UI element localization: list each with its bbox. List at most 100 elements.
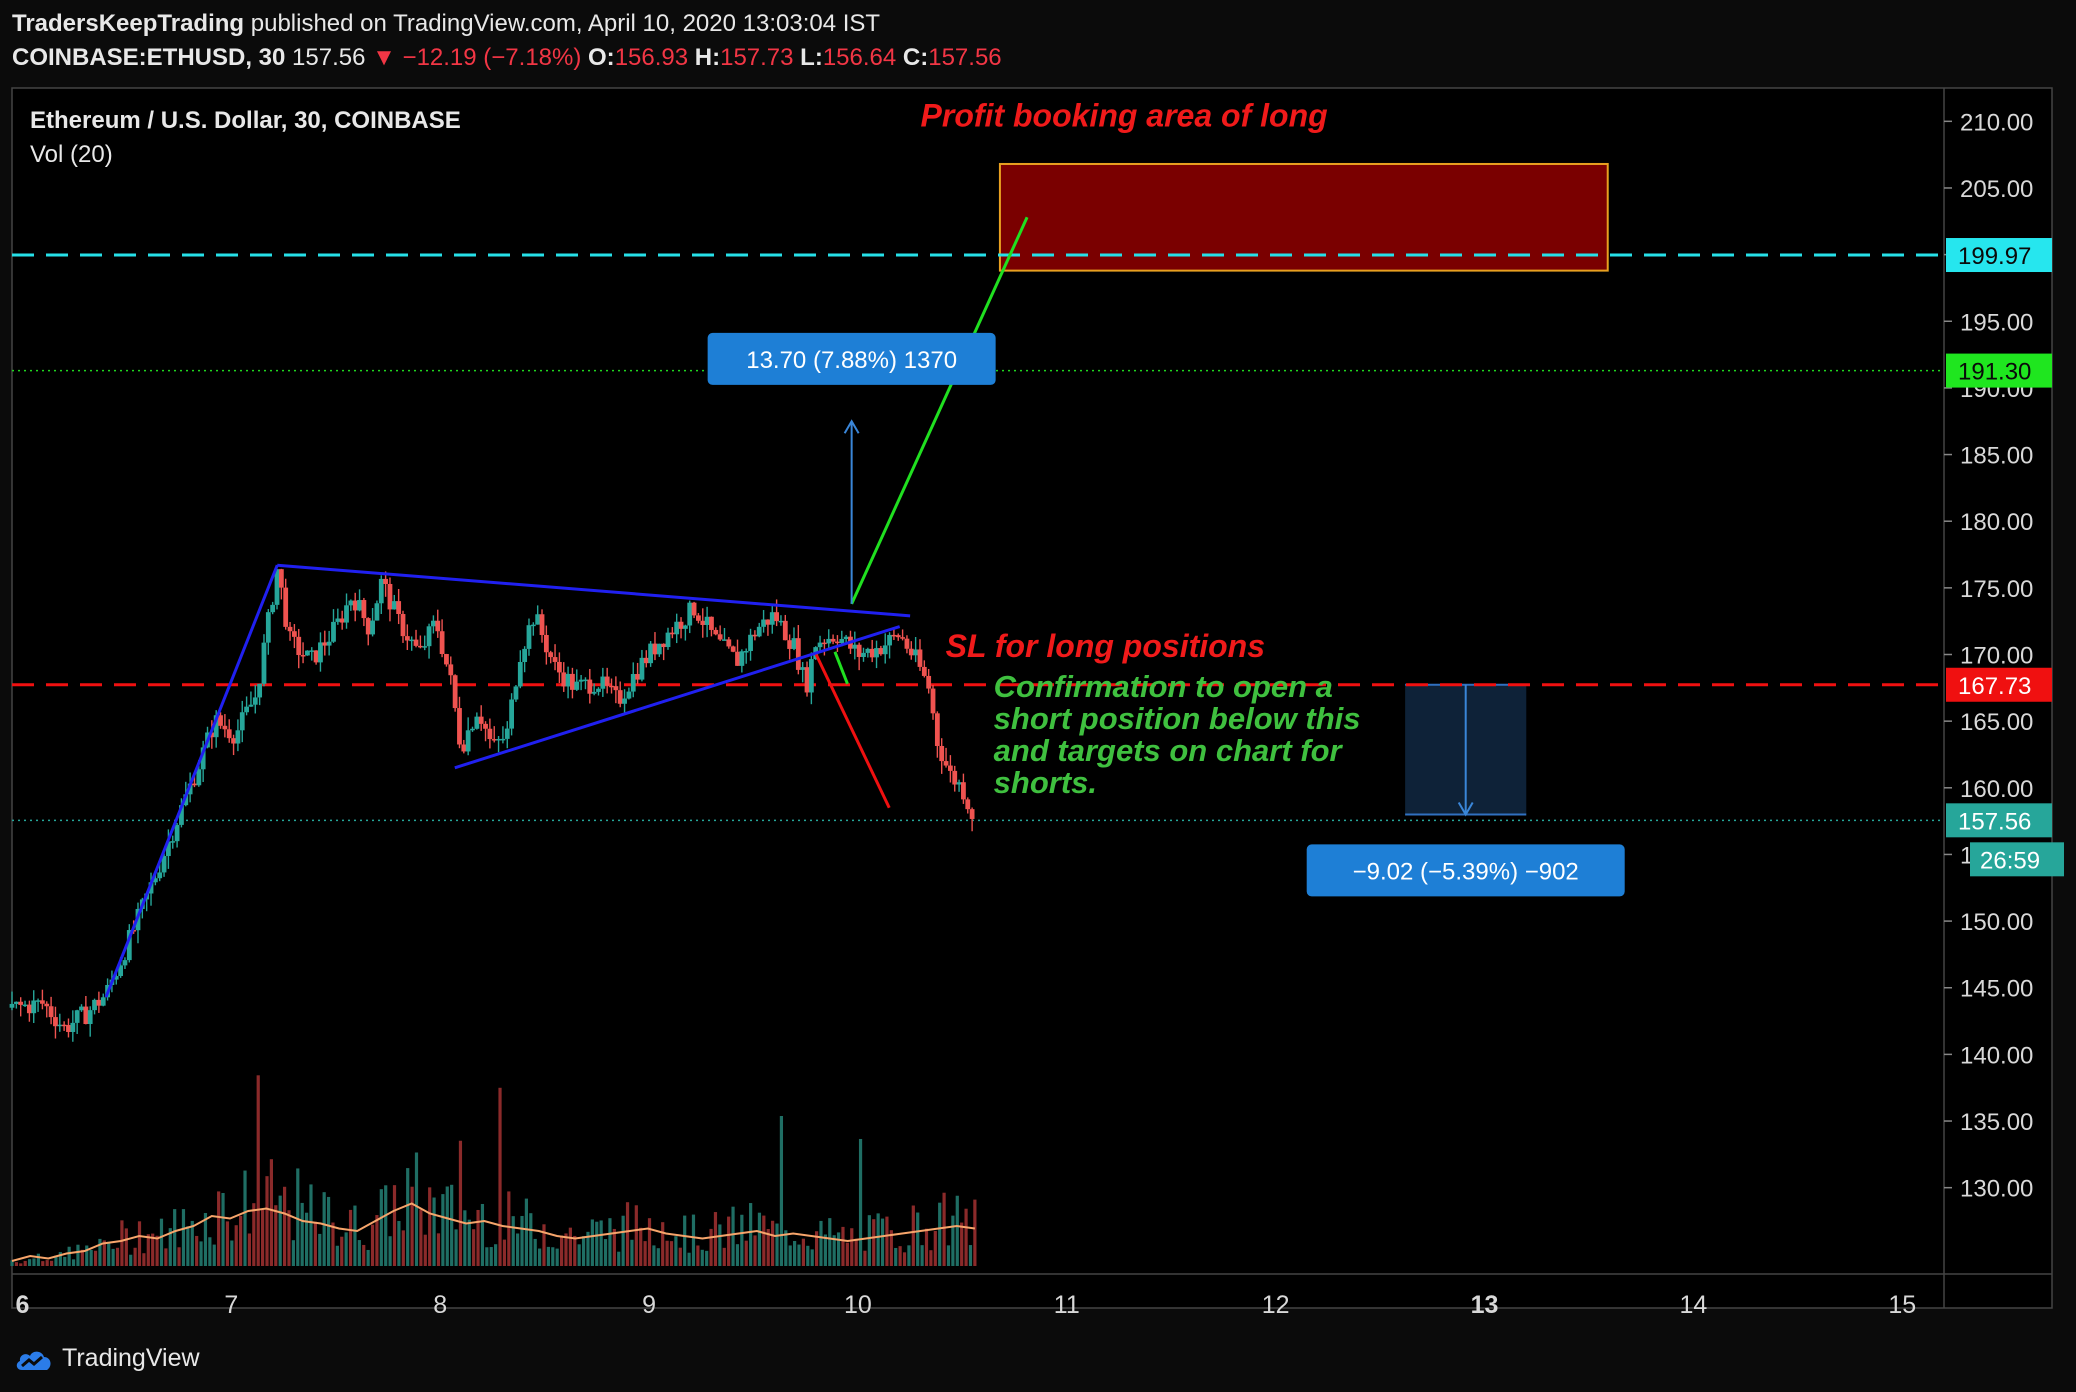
candle-body	[778, 620, 784, 623]
y-tick-label: 185.00	[1960, 443, 2033, 470]
candle-body	[179, 805, 184, 825]
volume-bar	[212, 1244, 216, 1266]
candle-body	[378, 578, 384, 604]
candle-body	[444, 654, 449, 665]
candle-body	[152, 878, 158, 883]
close-label: C:	[902, 44, 929, 71]
candle-body	[800, 667, 806, 670]
volume-bar	[278, 1195, 282, 1266]
chart-frame	[11, 87, 2053, 1309]
volume-bar	[520, 1215, 524, 1266]
candle-body	[774, 612, 780, 622]
candle-body	[239, 712, 245, 731]
candle-body	[265, 612, 271, 643]
candle-body	[74, 1010, 80, 1023]
short-confirmation-annotation: Confirmation to open a	[994, 669, 1333, 704]
volume-bar	[19, 1263, 23, 1266]
price-axis-label-bg	[1946, 667, 2052, 702]
candle-body	[413, 639, 419, 646]
candle-body	[439, 631, 445, 655]
candle-body	[509, 699, 515, 729]
y-tick-label: 165.00	[1960, 709, 2033, 736]
symbol-info: COINBASE:ETHUSD, 30 157.56 ▼ −12.19 (−7.…	[12, 44, 1002, 72]
candle-body	[613, 686, 619, 691]
volume-bar	[669, 1241, 674, 1266]
volume-bar	[423, 1234, 427, 1266]
volume-bar	[964, 1208, 968, 1266]
candle-body	[622, 698, 627, 704]
volume-bar	[120, 1220, 124, 1266]
open-label: O:	[588, 44, 615, 71]
volume-bar	[683, 1215, 687, 1266]
volume-bar	[537, 1248, 542, 1266]
candle-body	[365, 618, 371, 635]
candle-body	[287, 626, 293, 632]
candle-body	[713, 629, 719, 635]
candle-body	[583, 679, 588, 682]
volume-bar	[243, 1170, 247, 1266]
volume-bar	[564, 1233, 568, 1266]
candle-body	[574, 681, 580, 690]
candle-body	[808, 659, 814, 693]
volume-bar	[731, 1206, 735, 1266]
volume-bar	[32, 1258, 36, 1266]
volume-bar	[436, 1233, 441, 1266]
volume-bar	[269, 1159, 274, 1266]
author-name[interactable]: TradersKeepTrading	[12, 10, 245, 37]
volume-bar	[832, 1235, 836, 1266]
candle-body	[48, 1006, 54, 1018]
volume-bar	[938, 1202, 942, 1266]
candle-body	[40, 1000, 45, 1004]
candle-body	[396, 601, 402, 615]
candle-body	[100, 997, 106, 1006]
candle-body	[257, 683, 263, 698]
candle-body	[591, 691, 597, 694]
measure-up-label-bg	[707, 332, 996, 385]
tradingview-cloud-icon	[16, 1351, 51, 1370]
volume-bar	[239, 1215, 243, 1266]
volume-bar	[955, 1195, 959, 1266]
volume-bar	[696, 1245, 700, 1266]
candle-body	[704, 616, 710, 625]
candle-body	[635, 674, 640, 680]
volume-bar	[924, 1228, 929, 1266]
volume-bar	[476, 1209, 480, 1266]
candle-body	[652, 643, 658, 655]
short-confirmation-annotation: short position below this	[994, 701, 1361, 736]
volume-bar	[793, 1241, 797, 1266]
volume-bar	[168, 1228, 172, 1266]
symbol-name: COINBASE:ETHUSD, 30	[12, 44, 286, 71]
volume-bar	[608, 1218, 612, 1266]
volume-pane	[10, 1075, 977, 1266]
candle-body	[665, 632, 671, 648]
price-axis-label: 191.30	[1958, 359, 2031, 386]
y-tick-label: 140.00	[1960, 1042, 2033, 1069]
price-chart[interactable]: 210.00205.00200.00195.00190.00185.00180.…	[0, 78, 2076, 1322]
candle-body	[87, 1010, 93, 1025]
high-label: H:	[694, 44, 721, 71]
volume-bar	[533, 1238, 537, 1266]
volume-bar	[397, 1221, 401, 1266]
publish-info: TradersKeepTrading published on TradingV…	[12, 10, 880, 38]
candle-body	[535, 614, 541, 625]
candle-body	[226, 729, 232, 739]
candle-body	[522, 648, 528, 662]
green-pullback-line	[833, 651, 849, 685]
volume-bar	[907, 1245, 911, 1266]
candle-body	[231, 738, 236, 744]
candle-body	[374, 603, 380, 621]
tradingview-logo[interactable]: TradingView	[14, 1344, 200, 1373]
volume-bar	[559, 1235, 564, 1266]
volume-bar	[581, 1236, 586, 1266]
volume-bar	[384, 1185, 388, 1266]
candle-body	[530, 624, 536, 627]
candle-body	[856, 644, 862, 657]
volume-bar	[639, 1227, 643, 1266]
candle-body	[113, 976, 119, 980]
price-axis-label: 167.73	[1958, 673, 2031, 700]
price-axis-label-bg	[1946, 238, 2052, 273]
volume-bar	[10, 1260, 14, 1266]
volume-bar	[573, 1235, 577, 1266]
candle-body	[126, 930, 132, 961]
candle-body	[352, 600, 358, 611]
